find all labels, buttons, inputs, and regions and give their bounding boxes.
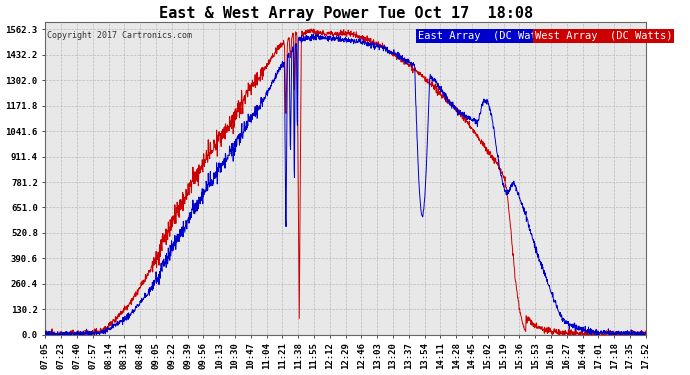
Text: Copyright 2017 Cartronics.com: Copyright 2017 Cartronics.com <box>47 31 192 40</box>
Text: East Array  (DC Watts): East Array (DC Watts) <box>417 31 555 41</box>
Text: West Array  (DC Watts): West Array (DC Watts) <box>535 31 672 41</box>
Title: East & West Array Power Tue Oct 17  18:08: East & West Array Power Tue Oct 17 18:08 <box>159 6 533 21</box>
